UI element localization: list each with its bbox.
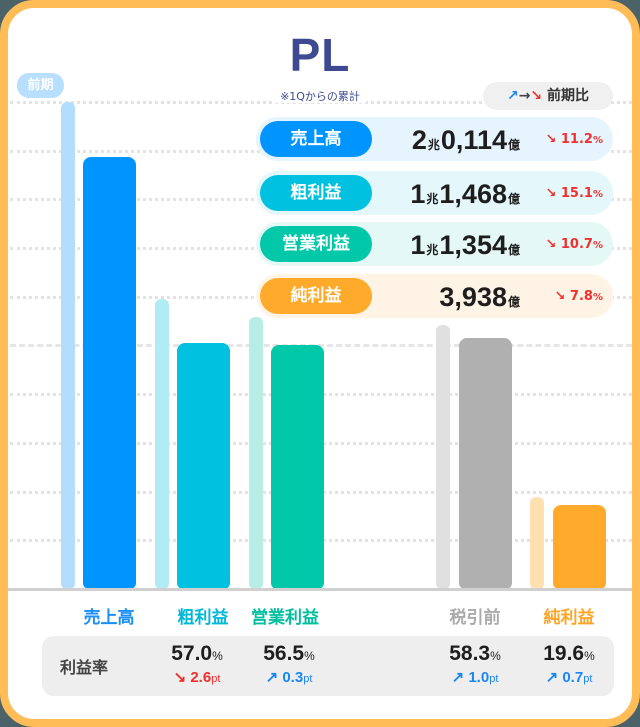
chart-subtitle: ※1Qからの累計 <box>0 88 640 104</box>
margin-operating: 56.5% ↗ 0.3pt <box>263 642 315 686</box>
summary-row-operating: 営業利益 1兆1,354億 ↘ 10.7% <box>256 222 613 266</box>
summary-change-gross: ↘ 15.1% <box>545 186 603 201</box>
summary-row-gross: 粗利益 1兆1,468億 ↘ 15.1% <box>256 171 613 215</box>
prev-period-label: 前期 <box>17 73 64 98</box>
summary-row-sales: 売上高 2兆0,114億 ↘ 11.2% <box>256 117 613 161</box>
trend-up-icon: ↗ <box>451 669 465 686</box>
bar-pretax <box>459 338 512 589</box>
trend-up-icon: ↗ <box>545 669 559 686</box>
category-label-sales: 売上高 <box>83 608 135 628</box>
margin-gross: 57.0% ↘ 2.6pt <box>171 642 223 686</box>
trend-down-icon: ↘ <box>545 132 557 147</box>
chart-title: PL <box>289 29 351 81</box>
bar-prev-gross <box>155 299 169 589</box>
bar-operating <box>271 345 324 589</box>
arrow-down-icon: ↘ <box>530 88 543 104</box>
legend-yoy: ↗→↘ 前期比 <box>483 82 613 110</box>
summary-pill-gross: 粗利益 <box>260 175 372 211</box>
category-label-net: 純利益 <box>543 608 595 628</box>
summary-pill-net: 純利益 <box>260 278 372 314</box>
summary-value-net: 3,938億 <box>439 282 520 312</box>
bar-sales <box>83 157 136 589</box>
summary-value-gross: 1兆1,468億 <box>410 179 520 209</box>
margin-net: 19.6% ↗ 0.7pt <box>543 642 595 686</box>
margin-panel: 利益率 <box>42 636 614 696</box>
margin-title: 利益率 <box>60 658 109 677</box>
bar-gross <box>177 343 230 589</box>
trend-up-icon: ↗ <box>265 669 279 686</box>
subtitle-text: ※1Qからの累計 <box>274 90 366 103</box>
x-axis-baseline <box>8 588 632 591</box>
bar-net <box>553 505 606 589</box>
arrow-right-icon: → <box>518 88 531 104</box>
summary-value-operating: 1兆1,354億 <box>410 230 520 260</box>
bar-prev-sales <box>61 102 75 589</box>
trend-down-icon: ↘ <box>554 289 566 304</box>
arrow-up-icon: ↗ <box>506 88 519 104</box>
summary-pill-operating: 営業利益 <box>260 226 372 262</box>
bar-prev-operating <box>249 317 263 589</box>
bar-prev-net <box>530 497 544 589</box>
summary-value-sales: 2兆0,114億 <box>411 125 520 155</box>
category-label-pretax: 税引前 <box>449 608 501 628</box>
summary-pill-sales: 売上高 <box>260 121 372 157</box>
margin-pretax: 58.3% ↗ 1.0pt <box>449 642 501 686</box>
category-label-operating: 営業利益 <box>251 608 319 628</box>
summary-change-operating: ↘ 10.7% <box>545 237 603 252</box>
trend-down-icon: ↘ <box>545 237 557 252</box>
summary-row-net: 純利益 3,938億 ↘ 7.8% <box>256 274 613 318</box>
bar-prev-pretax <box>436 325 450 589</box>
legend-label: 前期比 <box>547 88 590 104</box>
category-label-gross: 粗利益 <box>177 608 229 628</box>
summary-change-sales: ↘ 11.2% <box>545 132 603 147</box>
gridline-mid <box>10 344 632 347</box>
trend-down-icon: ↘ <box>545 186 557 201</box>
summary-change-net: ↘ 7.8% <box>554 289 604 304</box>
trend-down-icon: ↘ <box>173 669 187 686</box>
